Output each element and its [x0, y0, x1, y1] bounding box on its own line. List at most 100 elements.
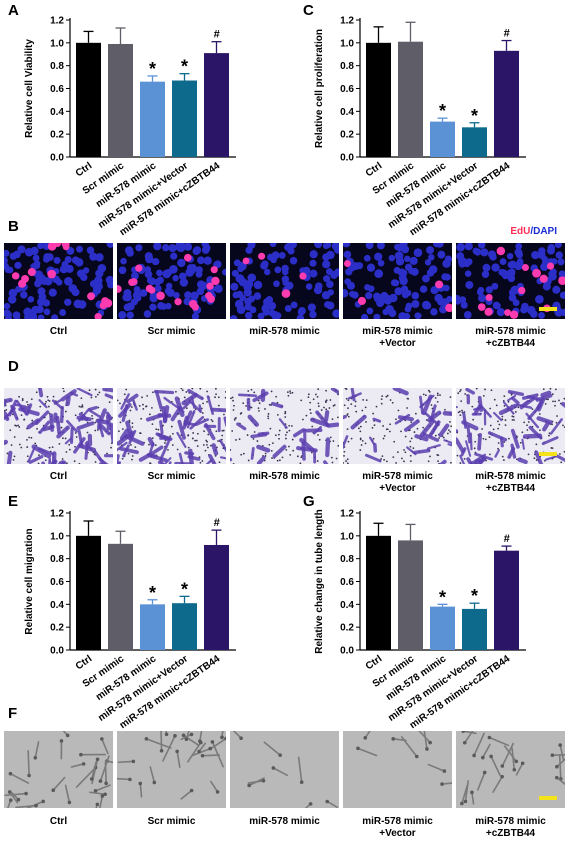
dapi-nucleus: [363, 254, 371, 262]
tube-node: [100, 794, 105, 798]
pore: [52, 395, 55, 398]
dapi-nucleus: [30, 246, 39, 255]
migrated-cell: [28, 454, 44, 464]
pore: [409, 440, 412, 443]
dapi-nucleus: [80, 273, 88, 282]
dapi-nucleus: [64, 298, 72, 306]
dapi-nucleus: [397, 268, 406, 277]
tube-node: [144, 737, 149, 741]
edu-nucleus: [484, 307, 493, 316]
dapi-nucleus: [443, 273, 451, 281]
pore: [318, 438, 321, 441]
y-tick-label: 0.6: [50, 84, 64, 95]
edu-nucleus: [210, 266, 218, 274]
dapi-nucleus: [373, 292, 381, 301]
pore: [12, 458, 15, 461]
dapi-nucleus: [492, 301, 501, 310]
dapi-nucleus: [118, 266, 127, 275]
pore: [316, 395, 319, 398]
pore: [271, 457, 273, 459]
tube-segment: [232, 731, 242, 740]
tube-segment: [515, 762, 524, 776]
tube-segment: [64, 784, 71, 804]
significance-marker: #: [503, 533, 510, 545]
migrated-cell: [540, 390, 552, 398]
dapi-nucleus: [268, 309, 276, 317]
tube-segment: [90, 760, 97, 780]
pore: [267, 417, 270, 420]
dapi-nucleus: [190, 291, 199, 300]
pore: [400, 430, 402, 433]
dapi-nucleus: [463, 311, 472, 319]
migration-micrograph: [343, 388, 452, 464]
migrated-cell: [250, 446, 255, 460]
bar-4: [494, 550, 519, 650]
significance-marker: *: [149, 59, 156, 79]
dapi-nucleus: [13, 250, 21, 259]
dapi-nucleus: [244, 311, 253, 319]
pore: [258, 402, 261, 405]
tube-node: [93, 789, 98, 793]
pore: [554, 400, 557, 403]
pore: [389, 430, 391, 433]
migrated-cell: [117, 454, 120, 464]
tube-node: [550, 753, 555, 758]
dapi-nucleus: [456, 252, 465, 261]
pore: [20, 446, 23, 449]
pore: [457, 392, 460, 395]
migrated-cell: [498, 403, 518, 416]
pore: [155, 428, 158, 431]
migrated-cell: [404, 419, 420, 432]
tube-node: [189, 788, 194, 793]
pore: [497, 427, 500, 430]
pore: [123, 393, 126, 396]
pore: [26, 401, 28, 403]
migrated-cell: [426, 444, 441, 450]
tube-segment: [99, 755, 110, 782]
edu-nucleus: [128, 278, 136, 287]
pore: [58, 442, 61, 445]
dapi-nucleus: [296, 314, 305, 319]
pore: [94, 461, 97, 463]
dapi-nucleus: [526, 305, 536, 315]
pore: [65, 462, 68, 464]
dapi-nucleus: [263, 297, 272, 307]
migrated-cell: [188, 448, 194, 464]
pore: [337, 416, 339, 419]
pore: [131, 458, 133, 461]
migrated-cell: [120, 393, 130, 410]
dapi-nucleus: [63, 276, 73, 286]
edu-nucleus: [211, 276, 220, 286]
dapi-nucleus: [388, 254, 396, 262]
pore: [167, 449, 169, 451]
panel-letter-a: A: [8, 2, 19, 19]
dapi-nucleus: [139, 289, 148, 297]
dapi-nucleus: [33, 260, 41, 267]
pore: [68, 448, 71, 451]
pore: [13, 455, 16, 458]
pore: [437, 460, 439, 463]
dapi-nucleus: [260, 261, 268, 270]
edu-image-label: miR-578 mimic: [230, 326, 339, 350]
pore: [360, 444, 363, 446]
tube-micrograph-svg: [232, 731, 338, 808]
tube-segment: [27, 750, 30, 777]
tube-segment: [34, 741, 40, 759]
pore: [128, 419, 131, 422]
migrated-cell: [369, 436, 375, 445]
tube-node: [16, 797, 21, 802]
tube-node: [89, 777, 94, 781]
edu-nucleus: [18, 279, 27, 288]
tube-segment: [99, 795, 104, 808]
migrated-cell: [27, 446, 36, 463]
tube-micrograph-svg: [356, 731, 452, 786]
tube-segment: [488, 736, 510, 747]
pore: [285, 437, 287, 440]
pore: [296, 455, 299, 458]
pore: [217, 396, 220, 399]
pore: [344, 388, 347, 390]
edu-image-label: Scr mimic: [117, 326, 226, 350]
tube-segment: [501, 742, 515, 767]
migrated-cell: [247, 414, 260, 427]
pore: [288, 429, 291, 432]
